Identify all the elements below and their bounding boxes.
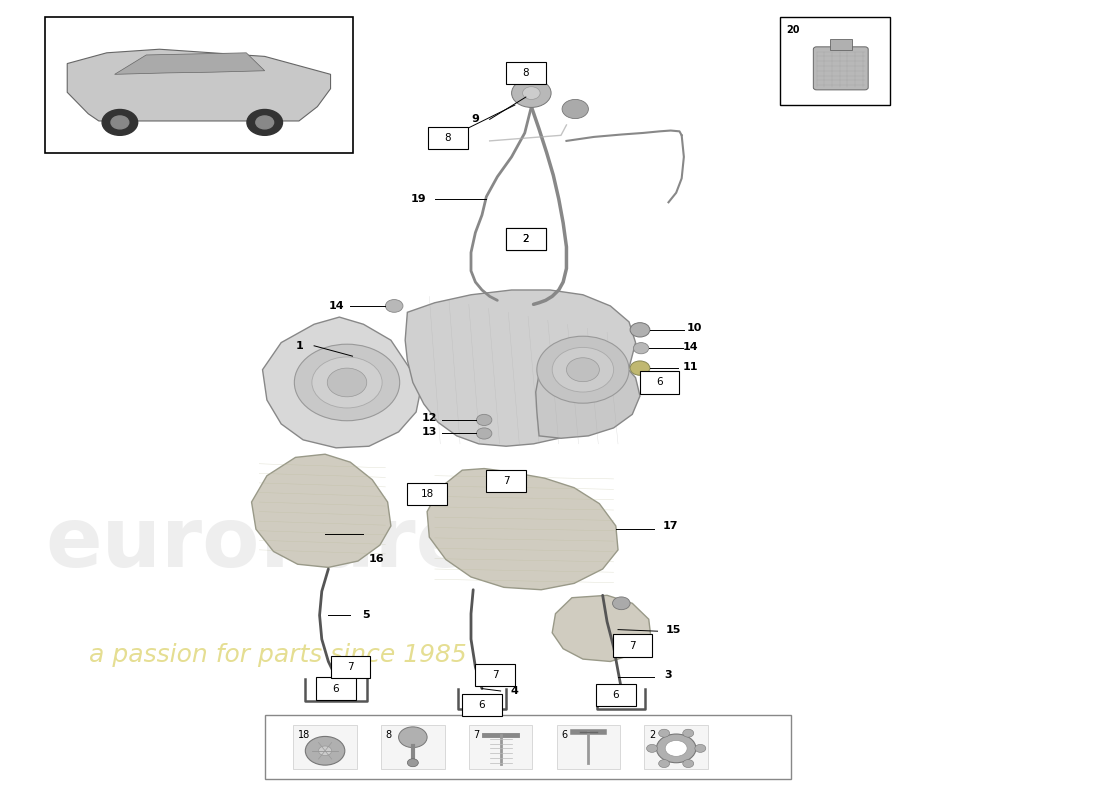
Circle shape (312, 357, 382, 408)
Bar (381, 725, 444, 769)
Polygon shape (536, 350, 640, 438)
Text: 7: 7 (629, 641, 636, 650)
Circle shape (659, 730, 670, 737)
Circle shape (295, 344, 399, 421)
FancyBboxPatch shape (428, 126, 468, 149)
Circle shape (328, 368, 366, 397)
Polygon shape (552, 595, 651, 662)
FancyBboxPatch shape (813, 47, 868, 90)
Text: 7: 7 (492, 670, 498, 680)
Text: 6: 6 (657, 378, 663, 387)
Circle shape (630, 322, 650, 337)
Circle shape (102, 110, 138, 135)
Circle shape (537, 336, 629, 403)
Text: 17: 17 (663, 521, 679, 531)
FancyBboxPatch shape (613, 634, 652, 657)
Circle shape (256, 116, 274, 129)
Circle shape (476, 414, 492, 426)
FancyBboxPatch shape (506, 228, 546, 250)
Text: 8: 8 (444, 133, 451, 142)
Text: 13: 13 (421, 427, 437, 437)
FancyBboxPatch shape (331, 656, 370, 678)
Text: 2: 2 (522, 234, 529, 244)
Circle shape (522, 86, 540, 99)
Circle shape (246, 110, 283, 135)
Circle shape (319, 746, 332, 755)
Text: 7: 7 (473, 730, 480, 740)
FancyBboxPatch shape (317, 678, 355, 700)
FancyBboxPatch shape (407, 483, 447, 506)
Polygon shape (114, 53, 265, 74)
FancyBboxPatch shape (596, 684, 636, 706)
Text: 10: 10 (688, 323, 703, 334)
Text: 6: 6 (478, 700, 485, 710)
Circle shape (562, 99, 588, 118)
Circle shape (476, 428, 492, 439)
Bar (294, 725, 356, 769)
Bar (645, 725, 708, 769)
Text: 14: 14 (328, 301, 344, 311)
Circle shape (683, 759, 694, 767)
Circle shape (111, 116, 129, 129)
FancyBboxPatch shape (486, 470, 526, 493)
Polygon shape (263, 317, 420, 448)
Bar (469, 725, 532, 769)
Polygon shape (252, 454, 390, 567)
Circle shape (512, 78, 551, 107)
Circle shape (647, 745, 658, 752)
Polygon shape (405, 290, 636, 446)
Text: 16: 16 (368, 554, 385, 565)
Polygon shape (67, 50, 331, 121)
Text: euroPares: euroPares (45, 503, 522, 584)
Bar (829, 39, 851, 50)
Circle shape (657, 734, 696, 762)
Text: 6: 6 (561, 730, 568, 740)
Bar (265, 715, 791, 778)
Text: 3: 3 (664, 670, 672, 680)
Text: 14: 14 (683, 342, 698, 351)
FancyBboxPatch shape (506, 228, 546, 250)
Text: 8: 8 (385, 730, 392, 740)
Text: 15: 15 (666, 625, 681, 634)
Text: 19: 19 (410, 194, 426, 204)
Circle shape (683, 730, 694, 737)
Bar (45, 18, 352, 153)
Text: 18: 18 (420, 489, 433, 499)
Circle shape (630, 361, 650, 375)
Text: 12: 12 (421, 414, 437, 423)
FancyBboxPatch shape (640, 371, 680, 394)
Circle shape (398, 727, 427, 747)
Text: 9: 9 (472, 114, 480, 124)
Text: 6: 6 (332, 683, 340, 694)
Text: 7: 7 (503, 476, 509, 486)
Text: a passion for parts since 1985: a passion for parts since 1985 (89, 643, 466, 667)
Text: 18: 18 (298, 730, 310, 740)
FancyBboxPatch shape (506, 62, 546, 84)
Text: 7: 7 (346, 662, 353, 672)
Circle shape (613, 597, 630, 610)
Bar (557, 725, 620, 769)
FancyBboxPatch shape (475, 664, 515, 686)
Circle shape (306, 737, 344, 765)
Circle shape (385, 299, 403, 312)
Circle shape (659, 759, 670, 767)
Polygon shape (427, 469, 618, 590)
Circle shape (695, 745, 706, 752)
Text: 1: 1 (296, 341, 304, 350)
Text: 2: 2 (522, 234, 529, 244)
Bar (780, 18, 890, 105)
Text: 2: 2 (649, 730, 654, 740)
Text: 6: 6 (613, 690, 619, 700)
Circle shape (552, 347, 614, 392)
Circle shape (407, 758, 418, 766)
Text: 4: 4 (512, 686, 519, 696)
Text: 8: 8 (522, 68, 529, 78)
Text: 20: 20 (785, 26, 800, 35)
Circle shape (666, 741, 688, 756)
Circle shape (634, 342, 649, 354)
Text: 5: 5 (362, 610, 370, 620)
FancyBboxPatch shape (462, 694, 502, 717)
Text: 11: 11 (683, 362, 698, 371)
Circle shape (566, 358, 600, 382)
